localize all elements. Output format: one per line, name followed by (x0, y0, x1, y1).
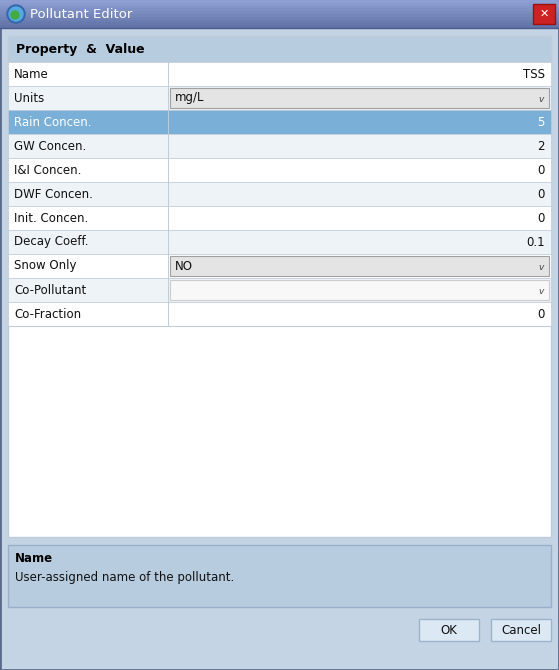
Text: mg/L: mg/L (175, 92, 205, 105)
FancyBboxPatch shape (170, 280, 549, 300)
Text: 0: 0 (538, 308, 545, 320)
FancyBboxPatch shape (0, 11, 559, 15)
Text: Rain Concen.: Rain Concen. (14, 115, 92, 129)
FancyBboxPatch shape (8, 545, 551, 607)
FancyBboxPatch shape (491, 619, 551, 641)
FancyBboxPatch shape (0, 22, 559, 25)
FancyBboxPatch shape (8, 36, 551, 537)
FancyBboxPatch shape (0, 17, 559, 20)
Text: 5: 5 (538, 115, 545, 129)
Text: TSS: TSS (523, 68, 545, 80)
FancyBboxPatch shape (8, 134, 551, 158)
FancyBboxPatch shape (8, 62, 551, 86)
Text: 0.1: 0.1 (527, 235, 545, 249)
FancyBboxPatch shape (8, 278, 551, 302)
Text: GW Concen.: GW Concen. (14, 139, 86, 153)
Text: 0: 0 (538, 163, 545, 176)
Circle shape (7, 5, 25, 23)
Text: 0: 0 (538, 188, 545, 200)
Text: Property  &  Value: Property & Value (16, 42, 145, 56)
FancyBboxPatch shape (8, 182, 551, 206)
Text: 2: 2 (538, 139, 545, 153)
FancyBboxPatch shape (8, 158, 551, 182)
Text: v: v (538, 263, 544, 271)
FancyBboxPatch shape (0, 25, 559, 29)
Text: Decay Coeff.: Decay Coeff. (14, 235, 88, 249)
FancyBboxPatch shape (170, 88, 549, 108)
Text: Pollutant Editor: Pollutant Editor (30, 7, 132, 21)
Text: Units: Units (14, 92, 44, 105)
FancyBboxPatch shape (8, 110, 551, 134)
FancyBboxPatch shape (8, 206, 551, 230)
Text: NO: NO (175, 259, 193, 273)
Circle shape (9, 7, 23, 21)
Text: v: v (538, 94, 544, 103)
Text: User-assigned name of the pollutant.: User-assigned name of the pollutant. (15, 570, 234, 584)
FancyBboxPatch shape (8, 254, 551, 278)
FancyBboxPatch shape (0, 14, 559, 17)
FancyBboxPatch shape (8, 302, 551, 326)
Text: Name: Name (15, 551, 53, 565)
Text: Snow Only: Snow Only (14, 259, 77, 273)
Text: Init. Concen.: Init. Concen. (14, 212, 88, 224)
FancyBboxPatch shape (0, 3, 559, 6)
FancyBboxPatch shape (0, 5, 559, 9)
Text: Co-Pollutant: Co-Pollutant (14, 283, 86, 297)
Text: v: v (538, 287, 544, 295)
Text: Cancel: Cancel (501, 624, 541, 636)
FancyBboxPatch shape (419, 619, 479, 641)
FancyBboxPatch shape (533, 4, 555, 24)
Circle shape (11, 11, 19, 19)
FancyBboxPatch shape (8, 86, 551, 110)
FancyBboxPatch shape (0, 19, 559, 23)
FancyBboxPatch shape (8, 36, 551, 62)
Text: Co-Fraction: Co-Fraction (14, 308, 81, 320)
Text: ✕: ✕ (539, 9, 549, 19)
FancyBboxPatch shape (8, 230, 551, 254)
Text: DWF Concen.: DWF Concen. (14, 188, 93, 200)
Text: OK: OK (440, 624, 457, 636)
FancyBboxPatch shape (0, 0, 559, 3)
FancyBboxPatch shape (170, 256, 549, 276)
Text: I&I Concen.: I&I Concen. (14, 163, 82, 176)
FancyBboxPatch shape (0, 9, 559, 11)
Text: Name: Name (14, 68, 49, 80)
Text: 0: 0 (538, 212, 545, 224)
